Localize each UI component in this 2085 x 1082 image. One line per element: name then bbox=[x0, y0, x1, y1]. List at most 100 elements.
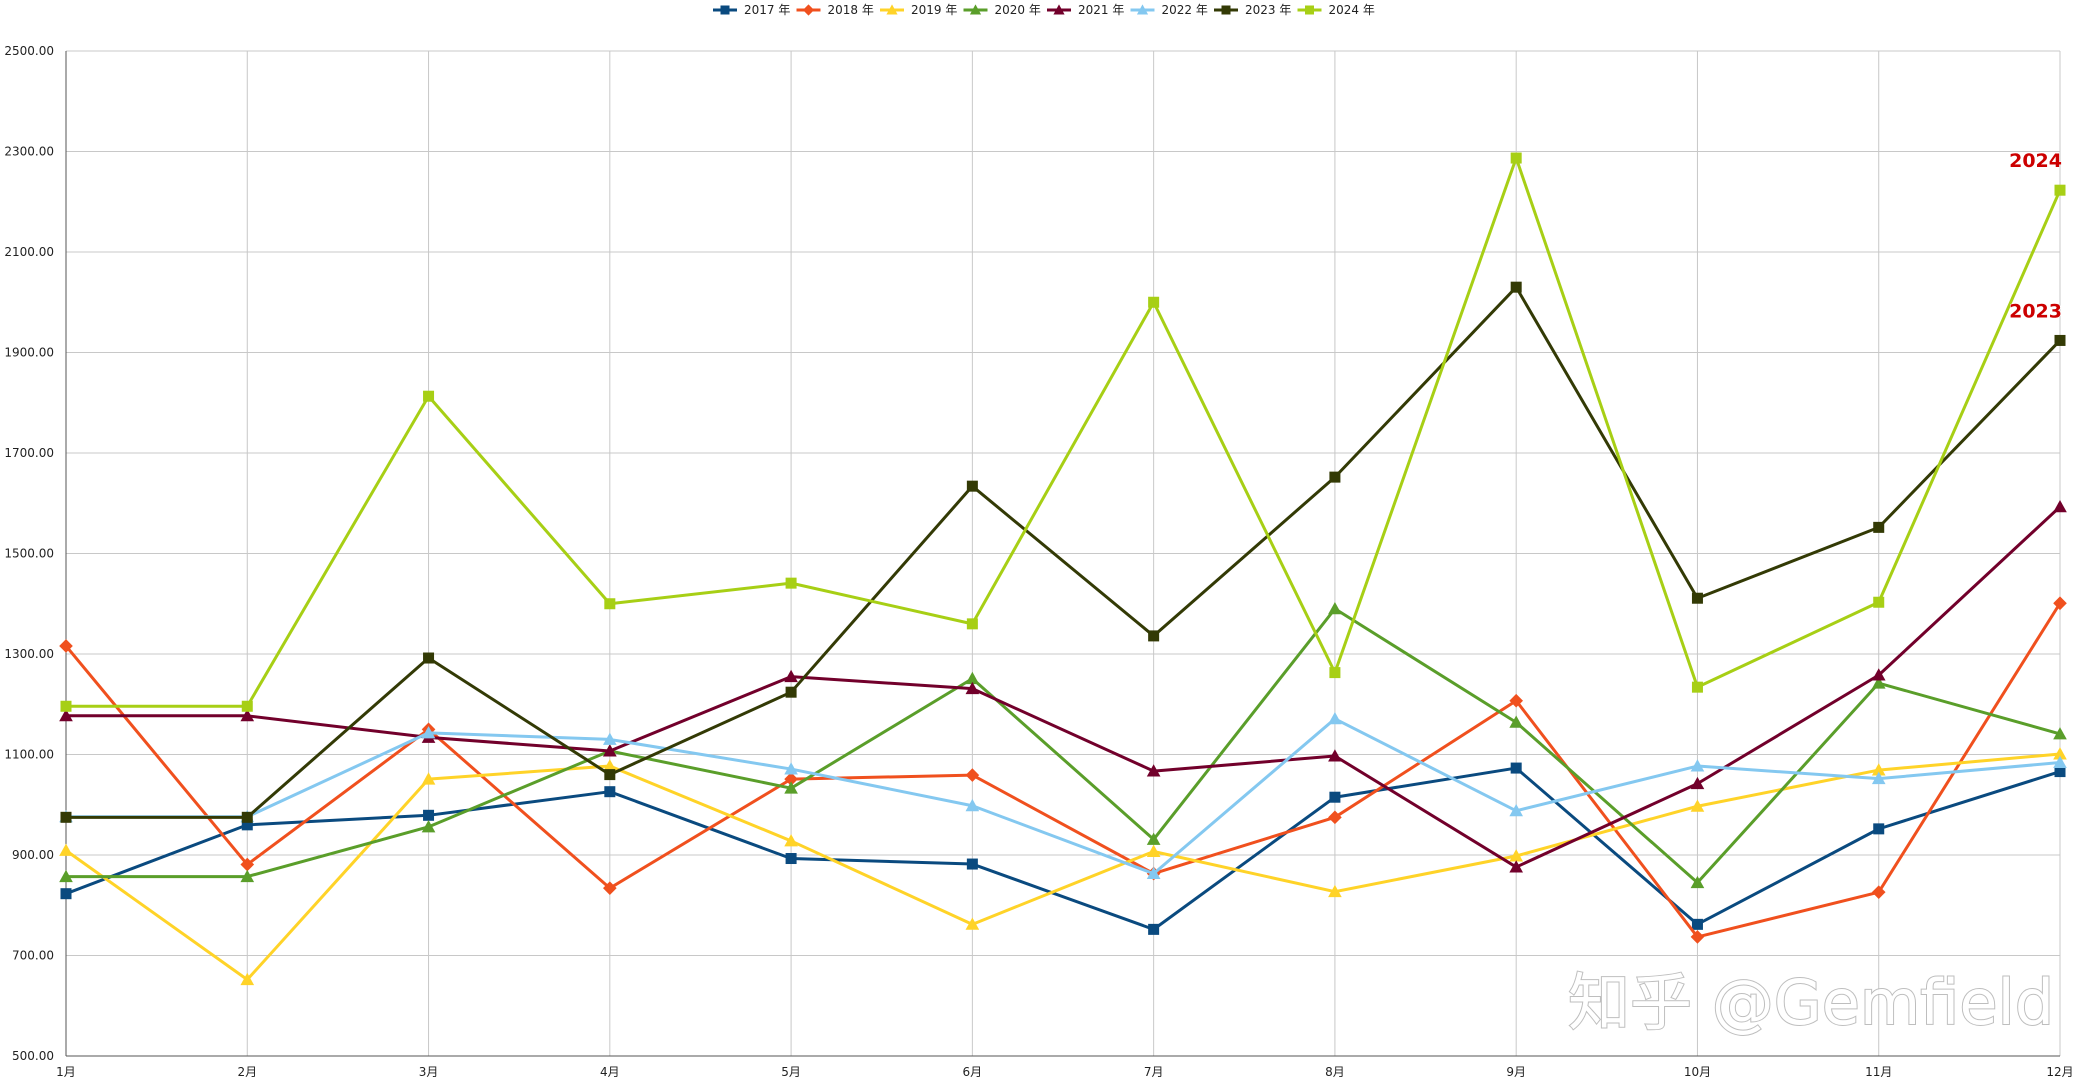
series-line-2020 bbox=[66, 607, 2061, 885]
data-point-2020 bbox=[1690, 875, 1705, 889]
data-point-2018 bbox=[240, 857, 255, 872]
data-point-2023 bbox=[241, 811, 253, 823]
series-2023 bbox=[60, 281, 2066, 823]
data-point-2019 bbox=[965, 917, 980, 930]
legend-item-2019: 2019 年 bbox=[880, 3, 957, 17]
data-point-2019 bbox=[602, 759, 617, 772]
data-point-2019 bbox=[421, 772, 436, 785]
data-point-2023 bbox=[966, 480, 978, 492]
data-point-2023 bbox=[1510, 281, 1522, 293]
data-point-2020 bbox=[240, 869, 255, 883]
data-point-2020 bbox=[59, 869, 73, 883]
y-tick-label: 900.00 bbox=[12, 848, 54, 862]
data-point-2022 bbox=[1328, 712, 1342, 725]
data-point-2019 bbox=[1146, 844, 1161, 857]
series-2019 bbox=[59, 747, 2067, 986]
y-tick-label: 700.00 bbox=[12, 949, 54, 963]
data-point-2023 bbox=[1873, 521, 1885, 533]
data-point-2024 bbox=[604, 598, 616, 610]
series-line-2017 bbox=[65, 766, 2061, 931]
x-tick-label: 8月 bbox=[1325, 1065, 1345, 1079]
legend-swatch-marker bbox=[720, 5, 730, 15]
data-point-2017 bbox=[423, 809, 435, 821]
data-point-2018 bbox=[1690, 930, 1705, 944]
data-point-2023 bbox=[60, 811, 72, 823]
data-point-2018 bbox=[965, 768, 980, 782]
legend: 2017 年 2018 年 2019 年 2020 年 2021 年 2022 年 2023… bbox=[713, 3, 1375, 17]
data-point-2019 bbox=[59, 843, 73, 856]
data-point-2017 bbox=[241, 819, 253, 831]
series-2020 bbox=[59, 601, 2067, 889]
data-point-2024 bbox=[60, 700, 72, 712]
data-point-2018 bbox=[1328, 810, 1342, 825]
legend-swatch-marker bbox=[886, 4, 898, 15]
data-point-2019 bbox=[1328, 884, 1342, 898]
y-tick-label: 2100.00 bbox=[4, 245, 54, 259]
data-point-2021 bbox=[965, 681, 980, 695]
x-tick-label: 1月 bbox=[56, 1065, 76, 1079]
data-point-2017 bbox=[966, 858, 978, 870]
data-point-2020 bbox=[784, 781, 798, 794]
annotation-2024: 2024 bbox=[2009, 150, 2062, 172]
data-point-2019 bbox=[1509, 849, 1524, 862]
x-tick-label: 11月 bbox=[1865, 1065, 1892, 1079]
legend-label: 2020 年 bbox=[995, 3, 1041, 17]
data-point-2023 bbox=[1691, 592, 1703, 604]
x-tick-label: 3月 bbox=[419, 1065, 439, 1079]
legend-item-2018: 2018 年 bbox=[796, 3, 874, 17]
data-point-2024 bbox=[241, 700, 253, 712]
legend-swatch-marker bbox=[1305, 5, 1314, 15]
data-point-2018 bbox=[1871, 885, 1886, 900]
data-point-2021 bbox=[1509, 860, 1524, 873]
axis-ticks: 500.00 700.00 900.00 1100.00 1300.00 1500.00 1… bbox=[4, 44, 2073, 1079]
data-point-2022 bbox=[1871, 771, 1886, 785]
x-tick-label: 6月 bbox=[963, 1065, 983, 1079]
series-line-2021 bbox=[66, 505, 2062, 869]
legend-item-2021: 2021 年 bbox=[1047, 3, 1124, 17]
x-tick-label: 12月 bbox=[2046, 1065, 2073, 1079]
data-point-2022 bbox=[1146, 866, 1161, 880]
legend-label: 2024 年 bbox=[1329, 3, 1375, 17]
data-point-2023 bbox=[1329, 471, 1341, 483]
data-point-2017 bbox=[604, 786, 616, 798]
data-point-2020 bbox=[965, 671, 980, 685]
x-tick-label: 2月 bbox=[237, 1065, 257, 1079]
legend-swatch-marker bbox=[969, 4, 982, 15]
data-point-2022 bbox=[602, 732, 617, 745]
data-point-2021 bbox=[1690, 776, 1705, 790]
series-2017 bbox=[60, 762, 2066, 935]
data-point-2017 bbox=[1329, 791, 1341, 803]
data-point-2018 bbox=[1509, 693, 1524, 708]
data-point-2018 bbox=[602, 881, 617, 895]
data-point-2023 bbox=[2054, 334, 2066, 346]
legend-label: 2017 年 bbox=[744, 3, 790, 17]
legend-label: 2023 年 bbox=[1245, 3, 1291, 17]
annotation-2023: 2023 bbox=[2009, 300, 2062, 322]
x-tick-label: 10月 bbox=[1684, 1065, 1711, 1079]
legend-item-2022: 2022 年 bbox=[1130, 3, 1208, 17]
data-point-2024 bbox=[785, 577, 797, 589]
legend-swatch-marker bbox=[1136, 4, 1149, 15]
legend-swatch-marker bbox=[1221, 5, 1231, 15]
series-2024 bbox=[60, 152, 2066, 712]
y-tick-label: 1300.00 bbox=[4, 647, 54, 661]
data-point-2022 bbox=[1690, 759, 1705, 772]
data-point-2019 bbox=[1690, 799, 1705, 812]
series-line-2024 bbox=[66, 156, 2062, 708]
data-point-2021 bbox=[59, 708, 73, 722]
data-point-2020 bbox=[1146, 832, 1161, 845]
grid-lines bbox=[65, 50, 2061, 1057]
data-point-2021 bbox=[1328, 749, 1342, 762]
data-point-2022 bbox=[421, 726, 436, 739]
data-point-2024 bbox=[1148, 296, 1160, 308]
data-point-2020 bbox=[421, 820, 436, 833]
data-point-2023 bbox=[785, 686, 797, 698]
data-point-2024 bbox=[1873, 596, 1885, 608]
legend-label: 2018 年 bbox=[828, 3, 874, 17]
x-tick-label: 5月 bbox=[781, 1065, 801, 1079]
x-tick-label: 4月 bbox=[600, 1065, 620, 1079]
data-point-2019 bbox=[2053, 747, 2067, 760]
legend-label: 2019 年 bbox=[911, 3, 957, 17]
data-point-2020 bbox=[1509, 715, 1524, 728]
data-point-2023 bbox=[423, 652, 435, 664]
